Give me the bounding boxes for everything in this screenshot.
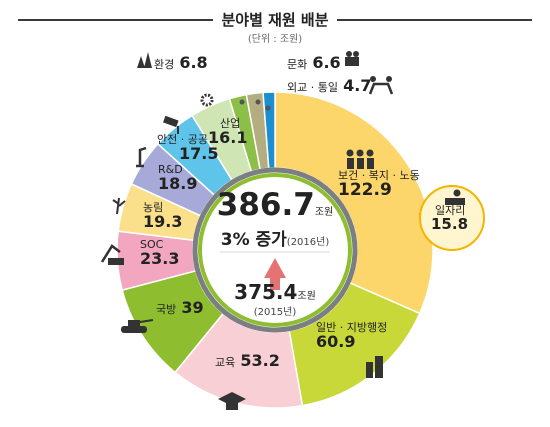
leader-dot-diplomacy xyxy=(265,105,271,111)
graduation-cap-icon-base xyxy=(226,403,238,410)
callout-jobs: 일자리 15.8 xyxy=(431,205,468,232)
people-icon-head-0 xyxy=(346,149,354,157)
total-2016: 386.7조원 xyxy=(205,187,345,223)
label-culture: 문화 6.6 xyxy=(287,53,341,72)
chart-title: 분야별 재원 배분 xyxy=(0,9,550,30)
label-safety-name: 안전 · 공공 xyxy=(157,133,208,146)
handshake-icon xyxy=(370,76,376,82)
label-culture-name: 문화 xyxy=(287,58,308,71)
label-defense: 국방 39 xyxy=(156,298,204,317)
callout-jobs-value: 15.8 xyxy=(431,214,469,233)
label-diplomacy: 외교 · 통일 4.7 xyxy=(287,76,372,95)
tank-icon-turret xyxy=(128,320,140,326)
callout-circle xyxy=(419,185,485,251)
graduation-cap-icon xyxy=(218,392,246,406)
label-safety: 안전 · 공공 17.5 xyxy=(157,134,218,162)
label-agriculture: 농림 19.3 xyxy=(143,202,182,230)
label-defense-value: 39 xyxy=(181,298,204,317)
excavator-icon-body xyxy=(108,258,124,265)
label-safety-value: 17.5 xyxy=(179,143,219,163)
worker-icon xyxy=(445,198,465,205)
total-2016-value: 386.7 xyxy=(216,187,315,223)
total-2015: 375.4조원 xyxy=(215,280,335,304)
header-rule-right xyxy=(330,19,532,21)
plant-icon xyxy=(112,197,126,215)
people-icon-body-2 xyxy=(367,158,374,169)
label-welfare: 보건 · 복지 · 노동 122.9 xyxy=(338,170,420,199)
total-2015-value: 375.4 xyxy=(234,280,298,304)
label-admin-value: 60.9 xyxy=(316,331,356,351)
center-disc xyxy=(203,178,347,322)
camera-icon xyxy=(345,57,359,66)
people-icon-head-1 xyxy=(356,149,364,157)
label-rnd: R&D 18.9 xyxy=(158,164,197,192)
label-soc-value: 23.3 xyxy=(140,248,180,268)
label-industry-name: 산업 xyxy=(220,117,241,130)
label-environment-value: 6.8 xyxy=(179,53,208,72)
cctv-icon xyxy=(163,115,179,128)
camera-icon-reel-b xyxy=(353,51,359,57)
year-2015: (2015년) xyxy=(253,307,297,318)
inner-ring-green xyxy=(198,173,352,327)
excavator-icon xyxy=(100,244,121,263)
increase-arrow-icon xyxy=(264,258,286,290)
label-agriculture-name: 농림 xyxy=(143,201,164,214)
increase-year: (2016년) xyxy=(286,237,330,248)
label-diplomacy-name: 외교 · 통일 xyxy=(287,81,338,94)
camera-icon-reel-a xyxy=(346,51,352,57)
leader-dot-environment xyxy=(239,99,245,105)
label-soc-name: SOC xyxy=(140,238,164,251)
inner-ring-gray xyxy=(192,167,358,333)
tank-icon xyxy=(121,326,147,333)
label-soc: SOC 23.3 xyxy=(140,239,179,267)
label-admin-name: 일반 · 지방행정 xyxy=(316,321,388,334)
label-rnd-name: R&D xyxy=(158,163,183,176)
increase-value: 3% 증가 xyxy=(220,230,287,250)
handshake-icon-bodies xyxy=(368,82,394,95)
buildings-icon-b xyxy=(375,356,383,378)
unit-label: (단위 : 조원) xyxy=(247,34,303,45)
label-industry-value: 16.1 xyxy=(208,127,248,147)
label-environment: 환경 6.8 xyxy=(154,53,208,72)
label-education-name: 교육 xyxy=(215,356,236,369)
label-diplomacy-value: 4.7 xyxy=(343,76,372,95)
people-icon-body-1 xyxy=(357,158,364,169)
label-culture-value: 6.6 xyxy=(312,53,341,72)
label-welfare-name: 보건 · 복지 · 노동 xyxy=(338,169,420,182)
people-icon-head-2 xyxy=(366,149,374,157)
label-rnd-value: 18.9 xyxy=(158,173,198,193)
label-education-value: 53.2 xyxy=(240,351,280,370)
label-education: 교육 53.2 xyxy=(215,351,280,370)
label-admin: 일반 · 지방행정 60.9 xyxy=(316,322,387,350)
people-icon-body-0 xyxy=(347,158,354,169)
increase-text: 3% 증가(2016년) xyxy=(205,225,345,250)
total-2015-unit: 조원 xyxy=(297,291,316,302)
chart-title-text: 분야별 재원 배분 xyxy=(213,11,337,29)
label-environment-name: 환경 xyxy=(154,58,175,71)
microscope-icon xyxy=(136,146,147,168)
handshake-icon-b xyxy=(386,76,392,82)
tank-icon-gun xyxy=(139,319,154,323)
label-defense-name: 국방 xyxy=(156,303,177,316)
label-industry: 산업 16.1 xyxy=(208,118,247,146)
callout-jobs-name: 일자리 xyxy=(435,204,466,217)
worker-icon-head xyxy=(453,189,461,197)
label-welfare-value: 122.9 xyxy=(338,179,392,200)
leader-dot-culture xyxy=(255,99,261,105)
buildings-icon xyxy=(366,362,373,378)
trees-icon xyxy=(137,52,152,68)
label-agriculture-value: 19.3 xyxy=(143,211,183,231)
header-rule-left xyxy=(18,19,218,21)
gear-icon xyxy=(200,93,214,107)
total-2016-unit: 조원 xyxy=(314,207,334,218)
